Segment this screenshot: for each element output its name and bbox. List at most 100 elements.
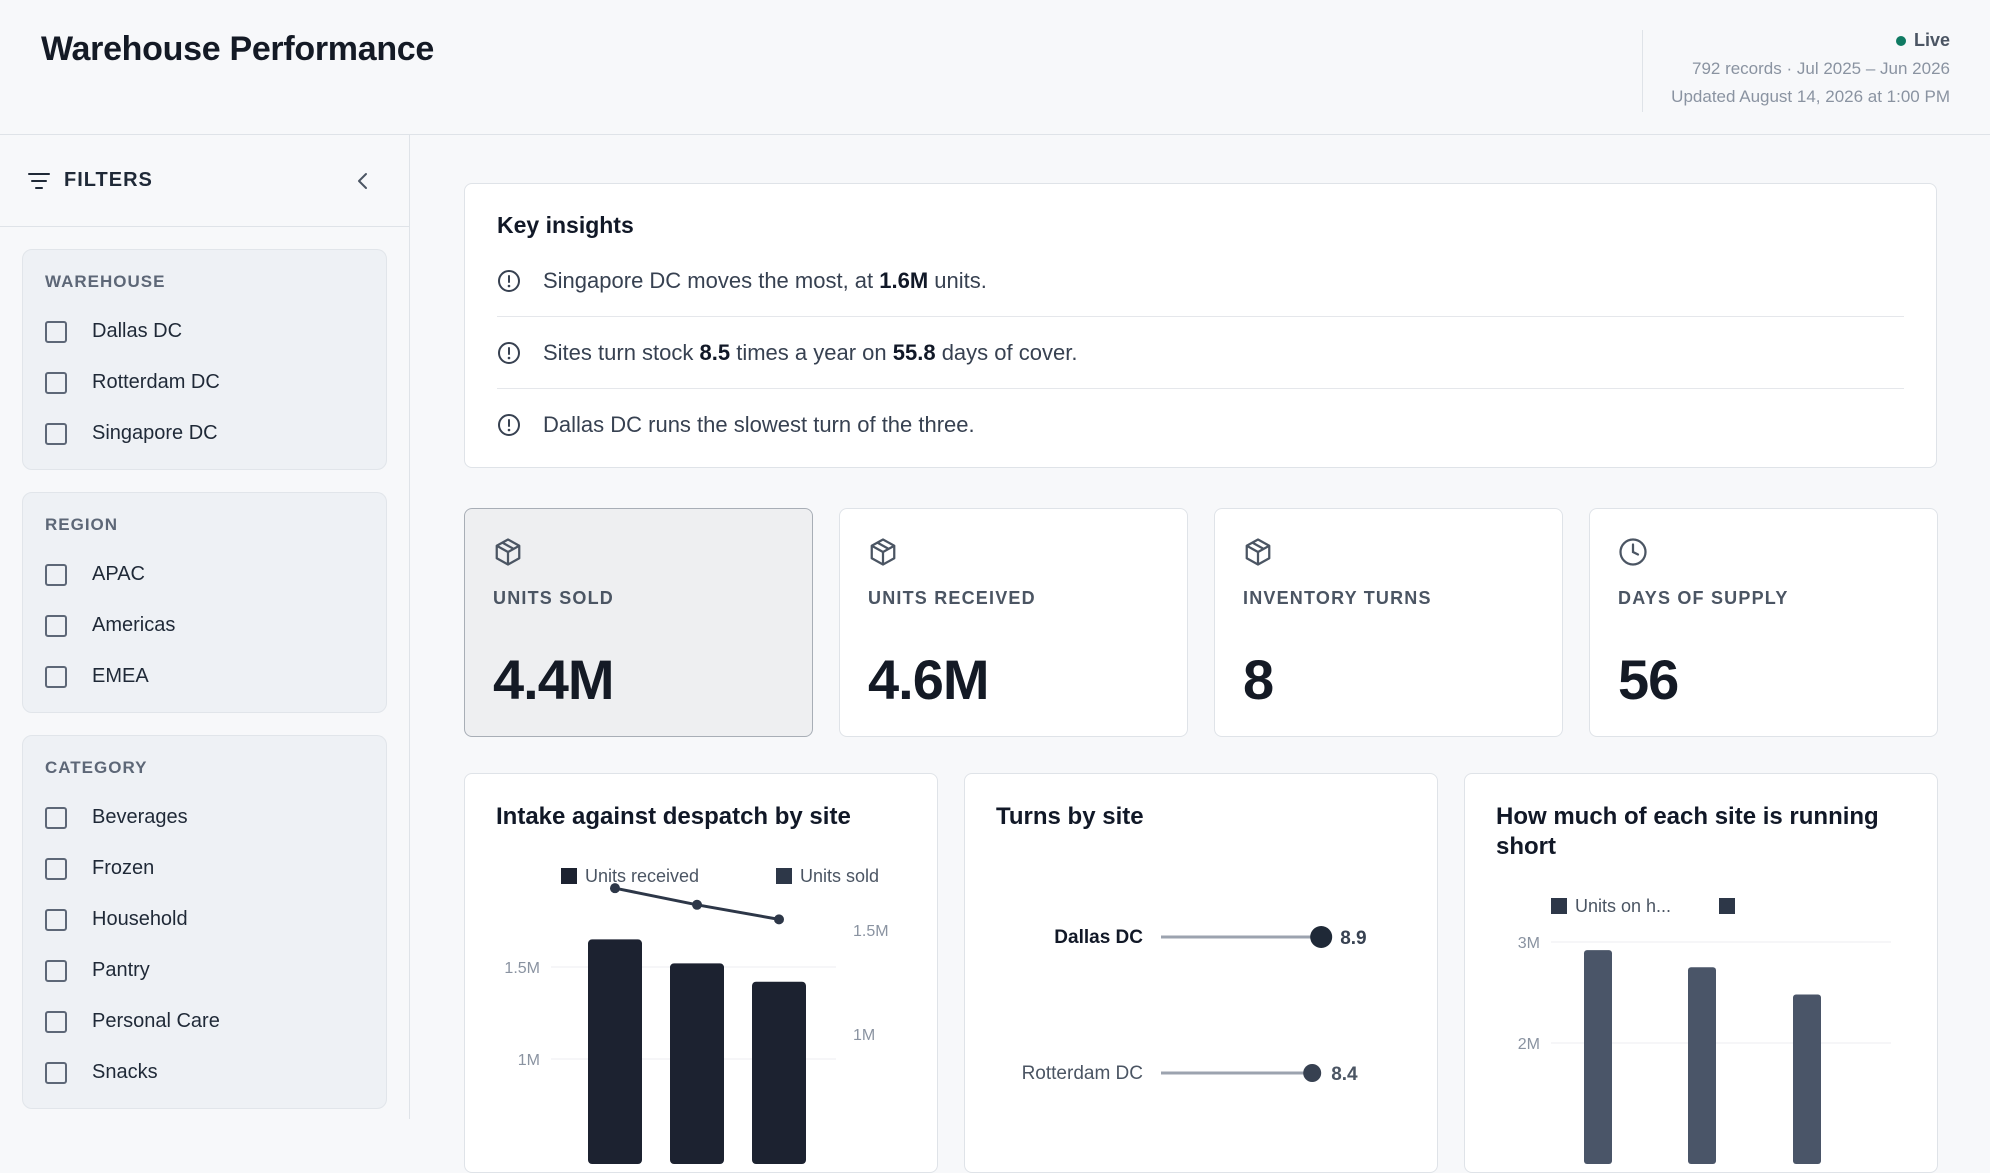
legend-label-received: Units received — [585, 866, 699, 886]
filter-option[interactable]: APAC — [45, 549, 364, 600]
filter-option[interactable]: Singapore DC — [45, 408, 364, 459]
filter-option-label: Singapore DC — [92, 422, 218, 444]
turns-chart: Dallas DC Rotterdam DC 8.9 8.4 — [1022, 926, 1367, 1085]
running-short-chart: Units on h... 3M 2M — [1518, 896, 1891, 1164]
checkbox[interactable] — [45, 1010, 67, 1033]
filter-option-label: EMEA — [92, 665, 149, 687]
y-tick-label: 1M — [518, 1052, 540, 1069]
insight-text: Singapore DC moves the most, at 1.6M uni… — [543, 268, 987, 294]
insight-fragment: units. — [928, 267, 987, 293]
kpi-label: UNITS SOLD — [493, 588, 615, 608]
insight-highlight: 55.8 — [892, 339, 936, 365]
turns-dot[interactable] — [1303, 1064, 1322, 1082]
kpi-value: 8 — [1243, 648, 1274, 711]
filter-option[interactable]: Snacks — [45, 1047, 364, 1098]
filters-header: FILTERS — [0, 135, 409, 227]
bar-units-on-hand[interactable] — [1793, 994, 1821, 1164]
checkbox[interactable] — [45, 320, 67, 343]
page-title: Warehouse Performance — [41, 30, 435, 68]
insight-fragment: Dallas DC runs the slowest turn of the t… — [543, 412, 975, 437]
turns-chart-card: Turns by site Dallas DC Rotterdam DC 8.9… — [964, 773, 1438, 1173]
legend-swatch-sold — [776, 868, 792, 884]
filter-option[interactable]: Personal Care — [45, 996, 364, 1047]
updated-info: Updated August 14, 2026 at 1:00 PM — [1671, 87, 1950, 106]
records-info: 792 records · Jul 2025 – Jun 2026 — [1691, 59, 1950, 78]
filter-option-label: Snacks — [92, 1061, 158, 1083]
checkbox[interactable] — [45, 959, 67, 982]
insight-fragment: days of cover. — [935, 339, 1078, 365]
kpi-card[interactable]: UNITS SOLD 4.4M — [464, 508, 813, 737]
bar-units-received[interactable] — [670, 963, 724, 1164]
legend-label-sold: Units sold — [800, 866, 879, 886]
legend-label-on-hand: Units on h... — [1575, 896, 1671, 916]
y-tick-label: 3M — [1518, 935, 1540, 952]
filter-option[interactable]: Americas — [45, 600, 364, 651]
insight-fragment: times a year on — [730, 339, 893, 365]
insights-list: Singapore DC moves the most, at 1.6M uni… — [497, 245, 1904, 461]
legend-swatch-second — [1719, 898, 1735, 914]
kpi-card[interactable]: UNITS RECEIVED 4.6M — [839, 508, 1188, 737]
filters-sidebar: FILTERS WAREHOUSE Dallas DC Rotterdam DC Si… — [0, 135, 410, 1119]
point-units-sold[interactable] — [692, 899, 702, 910]
filter-option[interactable]: Pantry — [45, 945, 364, 996]
box-icon — [495, 538, 521, 566]
main-content: Key insights Singapore DC moves the most… — [411, 135, 1990, 1173]
bar-units-received[interactable] — [588, 939, 642, 1164]
bar-units-received[interactable] — [752, 981, 806, 1164]
kpi-value: 56 — [1618, 648, 1679, 711]
category-label: Rotterdam DC — [1022, 1063, 1143, 1084]
filter-group-title: CATEGORY — [45, 758, 148, 777]
filter-option-label: Dallas DC — [92, 320, 183, 342]
filter-option[interactable]: Beverages — [45, 792, 364, 843]
filter-group-title: WAREHOUSE — [45, 272, 166, 291]
filter-option-label: Frozen — [92, 857, 155, 879]
live-dot-icon — [1895, 35, 1906, 46]
chevron-left-icon[interactable] — [353, 171, 373, 191]
running-short-chart-card: How much of each site is running short U… — [1464, 773, 1938, 1173]
dot-plot-marks — [1161, 926, 1333, 1082]
point-units-sold[interactable] — [610, 883, 620, 894]
insights-title: Key insights — [497, 212, 634, 238]
filter-group: REGION APAC Americas EMEA — [22, 492, 387, 713]
bar-units-on-hand[interactable] — [1688, 967, 1716, 1164]
checkbox[interactable] — [45, 422, 67, 445]
chart-title: How much of each site is running short — [1496, 803, 1879, 860]
category-label: Dallas DC — [1054, 927, 1143, 948]
filter-option-label: Personal Care — [92, 1010, 220, 1032]
kpi-label: INVENTORY TURNS — [1243, 588, 1432, 608]
kpi-label: DAYS OF SUPPLY — [1618, 588, 1789, 608]
y-tick-label: 1.5M — [504, 960, 540, 977]
filter-icon — [28, 172, 50, 189]
header: Warehouse Performance Live 792 records ·… — [0, 0, 1990, 135]
kpi-card[interactable]: INVENTORY TURNS 8 — [1214, 508, 1563, 737]
turns-dot[interactable] — [1310, 926, 1333, 948]
kpi-card[interactable]: DAYS OF SUPPLY 56 — [1589, 508, 1938, 737]
point-units-sold[interactable] — [774, 914, 784, 925]
insight-highlight: 8.5 — [699, 339, 731, 365]
line-points — [610, 883, 784, 925]
filter-option[interactable]: EMEA — [45, 651, 364, 702]
checkbox[interactable] — [45, 665, 67, 688]
checkbox[interactable] — [45, 371, 67, 394]
box-icon — [870, 538, 896, 566]
live-status: Live — [1671, 30, 1950, 51]
checkbox[interactable] — [45, 908, 67, 931]
bar-units-on-hand[interactable] — [1584, 950, 1612, 1164]
filter-option[interactable]: Frozen — [45, 843, 364, 894]
filter-option[interactable]: Household — [45, 894, 364, 945]
filter-option-label: Pantry — [92, 959, 150, 981]
insight-fragment: Singapore DC moves the most, at — [543, 267, 880, 293]
filter-option-label: APAC — [92, 563, 145, 585]
filter-option[interactable]: Dallas DC — [45, 306, 364, 357]
checkbox[interactable] — [45, 614, 67, 637]
filter-groups: WAREHOUSE Dallas DC Rotterdam DC Singapore … — [0, 249, 409, 1109]
insight-highlight: 1.6M — [879, 267, 929, 293]
filter-option[interactable]: Rotterdam DC — [45, 357, 364, 408]
checkbox[interactable] — [45, 806, 67, 829]
checkbox[interactable] — [45, 563, 67, 586]
alert-circle-icon — [498, 341, 520, 364]
box-icon — [1245, 538, 1271, 566]
value-label: 8.9 — [1340, 928, 1366, 949]
checkbox[interactable] — [45, 1061, 67, 1084]
checkbox[interactable] — [45, 857, 67, 880]
